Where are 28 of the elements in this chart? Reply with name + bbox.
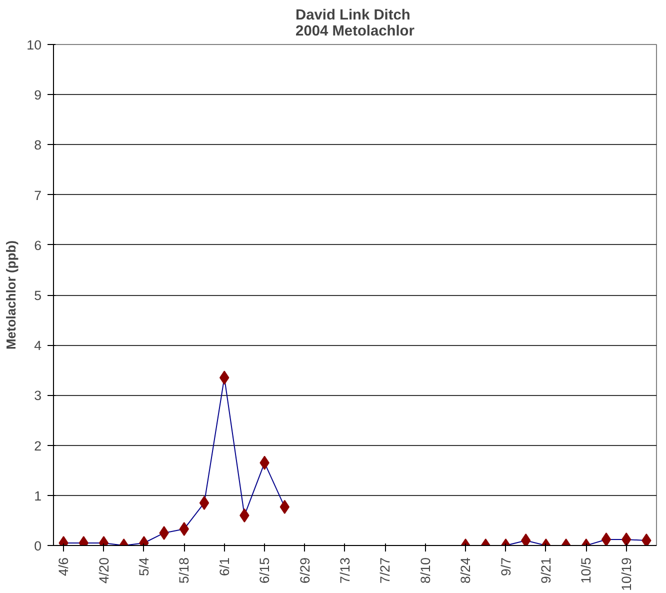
x-tick-label: 10/5 [578,557,594,584]
y-tick-label: 0 [34,538,42,554]
y-tick-label: 6 [34,238,42,253]
y-axis-title: Metolachlor (ppb) [4,240,19,350]
x-tick-label: 4/20 [96,557,112,584]
y-tick-label: 2 [34,438,42,454]
y-tick-label: 3 [34,388,42,404]
chart-title: David Link Ditch 2004 Metolachlor [296,8,415,40]
x-tick-label: 7/27 [378,557,393,584]
y-tick-label: 5 [34,288,42,303]
x-tick-label: 5/18 [176,557,192,584]
x-tick-label: 9/21 [538,557,554,584]
y-tick-label: 9 [34,88,42,103]
x-tick-label: 9/7 [498,557,514,576]
x-tick-label: 6/1 [216,557,232,576]
x-tick-label: 4/6 [56,557,72,576]
y-tick-label: 1 [34,488,42,504]
x-tick-label: 5/4 [136,556,152,576]
x-tick-label: 8/24 [458,556,474,584]
x-tick-label: 6/15 [257,557,272,584]
y-tick-label: 7 [34,188,42,203]
y-tick-label: 4 [34,338,42,354]
x-tick-label: 7/13 [337,557,352,584]
x-tick-label: 10/19 [618,557,634,591]
x-tick-label: 6/29 [297,557,312,584]
y-tick-label: 8 [34,138,42,153]
y-tick-label: 10 [26,38,42,52]
x-tick-label: 8/10 [418,557,433,584]
